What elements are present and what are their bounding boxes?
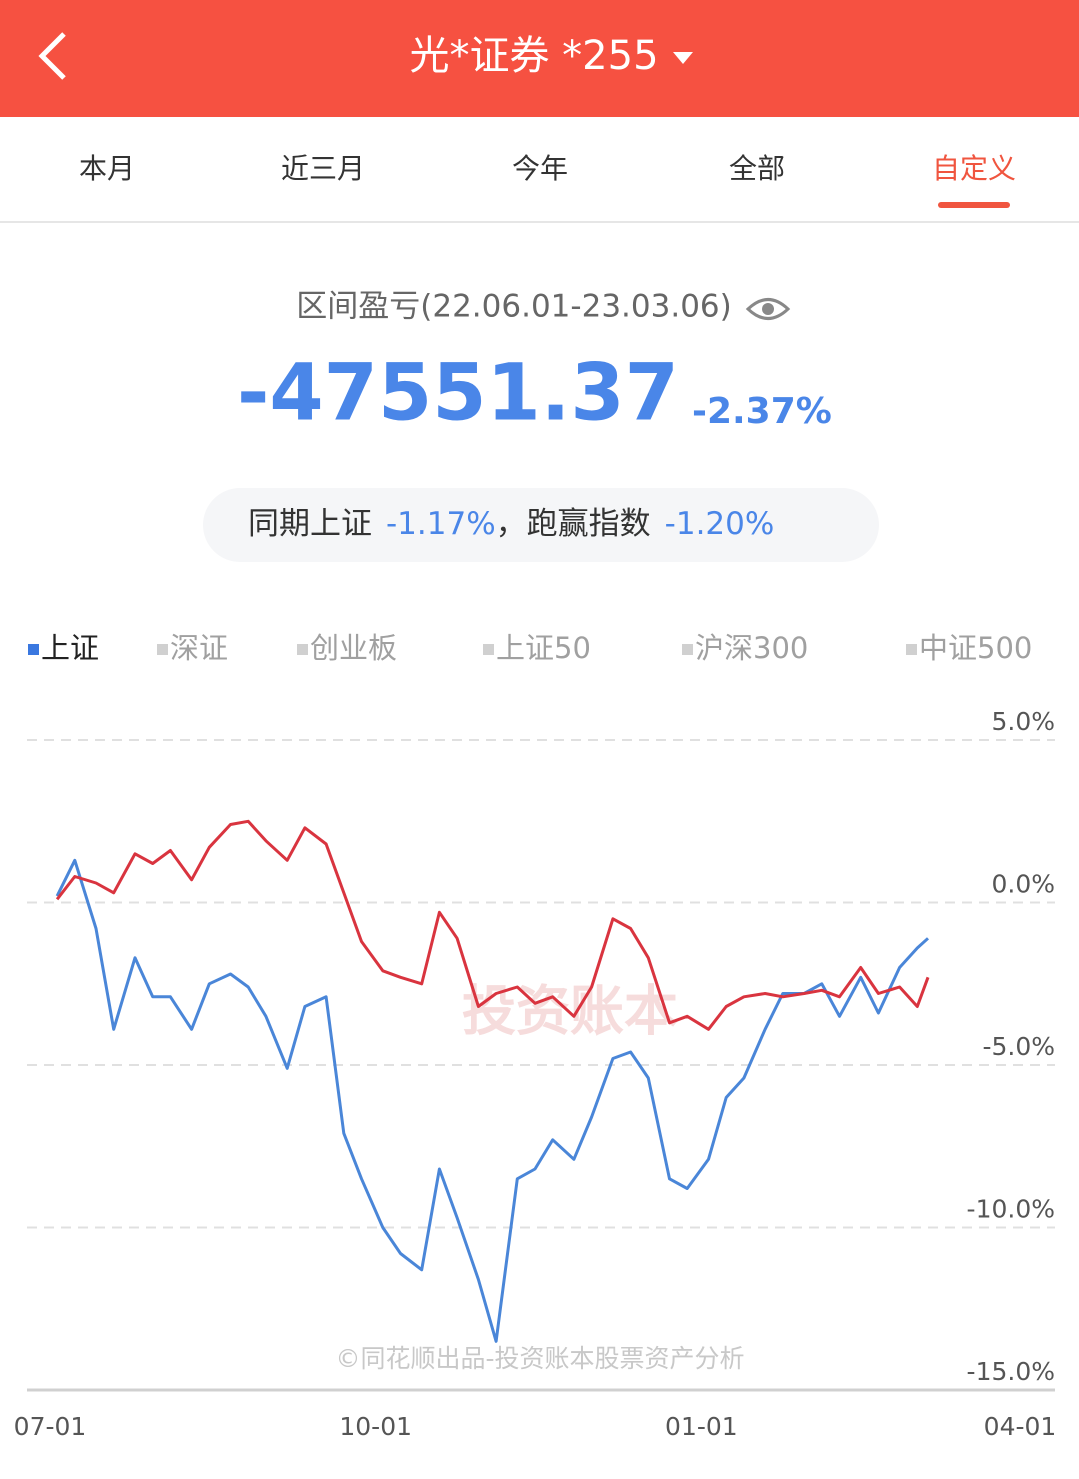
footer-note: ©同花顺出品-投资账本股票资产分析 bbox=[335, 1344, 744, 1373]
series-line bbox=[55, 858, 930, 1343]
y-tick-label: 5.0% bbox=[991, 707, 1055, 736]
back-button[interactable] bbox=[38, 32, 66, 80]
index-tab[interactable]: 创业板 bbox=[310, 631, 397, 665]
period-tab[interactable]: 近三月 bbox=[281, 152, 365, 185]
y-tick-label: -5.0% bbox=[982, 1032, 1055, 1061]
y-tick-label: -15.0% bbox=[967, 1357, 1055, 1386]
index-swatch[interactable] bbox=[906, 644, 917, 655]
header-bar bbox=[0, 0, 1079, 117]
index-swatch[interactable] bbox=[157, 644, 168, 655]
compare-text: 同期上证 -1.17%，跑赢指数 -1.20% bbox=[248, 506, 774, 542]
compare-label2: ，跑赢指数 bbox=[496, 506, 651, 542]
compare-index: -1.17% bbox=[386, 506, 496, 542]
index-tab[interactable]: 上证50 bbox=[496, 631, 591, 665]
period-tab[interactable]: 自定义 bbox=[932, 152, 1016, 185]
summary-value: -47551.37 bbox=[237, 348, 679, 438]
x-tick-label: 10-01 bbox=[339, 1412, 412, 1441]
active-tab-underline bbox=[938, 202, 1010, 208]
compare-pill bbox=[203, 488, 879, 562]
index-swatch[interactable] bbox=[483, 644, 494, 655]
x-tick-label: 07-01 bbox=[14, 1412, 87, 1441]
index-tab[interactable]: 沪深300 bbox=[695, 631, 808, 665]
index-swatch[interactable] bbox=[297, 644, 308, 655]
period-tab[interactable]: 全部 bbox=[729, 152, 785, 185]
index-tab[interactable]: 深证 bbox=[170, 631, 228, 665]
period-tab[interactable]: 今年 bbox=[512, 152, 568, 185]
compare-label: 同期上证 bbox=[248, 506, 372, 542]
eye-outline[interactable] bbox=[745, 298, 791, 320]
y-tick-label: -10.0% bbox=[967, 1195, 1055, 1224]
x-tick-label: 04-01 bbox=[984, 1412, 1057, 1441]
dropdown-arrow[interactable] bbox=[673, 52, 693, 64]
summary-percent: -2.37% bbox=[692, 391, 832, 432]
index-tab[interactable]: 上证 bbox=[41, 631, 99, 665]
eye-pupil[interactable] bbox=[762, 303, 774, 315]
eye-icon[interactable] bbox=[745, 298, 791, 320]
series-line bbox=[55, 819, 930, 1031]
index-swatch[interactable] bbox=[28, 644, 39, 655]
y-tick-label: 0.0% bbox=[991, 870, 1055, 899]
x-tick-label: 01-01 bbox=[665, 1412, 738, 1441]
index-swatch[interactable] bbox=[682, 644, 693, 655]
period-tab[interactable]: 本月 bbox=[79, 152, 135, 185]
summary-label: 区间盈亏(22.06.01-23.03.06) bbox=[296, 289, 731, 325]
chart: 5.0% 0.0% -5.0% -10.0% -15.0% 07-01 10-01 01-01… bbox=[14, 707, 1057, 1441]
index-tab[interactable]: 中证500 bbox=[919, 631, 1032, 665]
compare-excess: -1.20% bbox=[665, 506, 775, 542]
header-title[interactable]: 光*证券 *255 bbox=[409, 33, 658, 79]
